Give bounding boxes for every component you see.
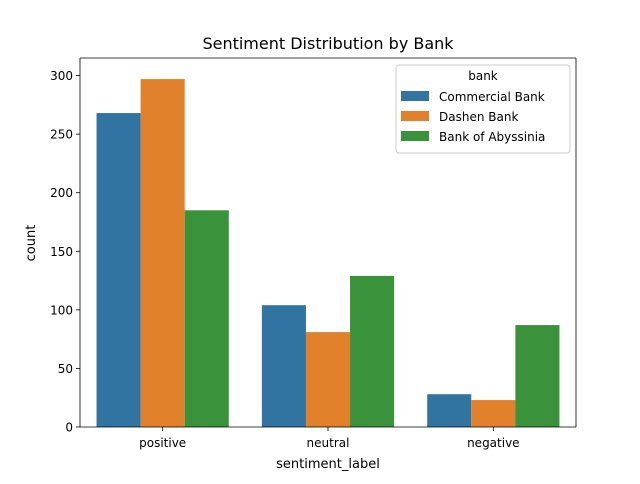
- bar-negative-2: [515, 325, 560, 427]
- bar-neutral-0: [261, 305, 306, 427]
- legend-label: Commercial Bank: [439, 90, 545, 104]
- x-tick-label: neutral: [307, 436, 350, 450]
- x-tick-label: negative: [467, 436, 519, 450]
- bar-positive-2: [184, 210, 229, 427]
- legend-swatch: [401, 131, 429, 141]
- legend: bank Commercial Bank Dashen Bank Bank of Ab…: [395, 64, 571, 154]
- y-tick-label: 200: [50, 186, 73, 200]
- bar-positive-1: [140, 79, 185, 427]
- y-tick-label: 0: [65, 421, 73, 435]
- legend-box: [395, 64, 571, 154]
- legend-label: Dashen Bank: [439, 110, 518, 124]
- legend-swatch: [401, 91, 429, 101]
- y-tick-label: 250: [50, 128, 73, 142]
- y-tick-label: 150: [50, 245, 73, 259]
- y-tick-label: 50: [58, 362, 73, 376]
- legend-label: Bank of Abyssinia: [439, 130, 545, 144]
- bar-neutral-1: [305, 332, 351, 427]
- legend-swatch: [401, 111, 429, 121]
- bar-neutral-2: [350, 275, 395, 427]
- y-axis-label: count: [24, 225, 39, 262]
- x-axis-label: sentiment_label: [276, 457, 380, 472]
- bar-negative-1: [471, 400, 516, 427]
- legend-title: bank: [468, 69, 498, 83]
- bar-positive-0: [96, 113, 141, 428]
- y-tick-label: 300: [50, 69, 73, 83]
- chart-title: Sentiment Distribution by Bank: [202, 34, 454, 53]
- bar-negative-0: [427, 394, 472, 427]
- x-tick-label: positive: [139, 436, 186, 450]
- y-tick-label: 100: [50, 303, 73, 317]
